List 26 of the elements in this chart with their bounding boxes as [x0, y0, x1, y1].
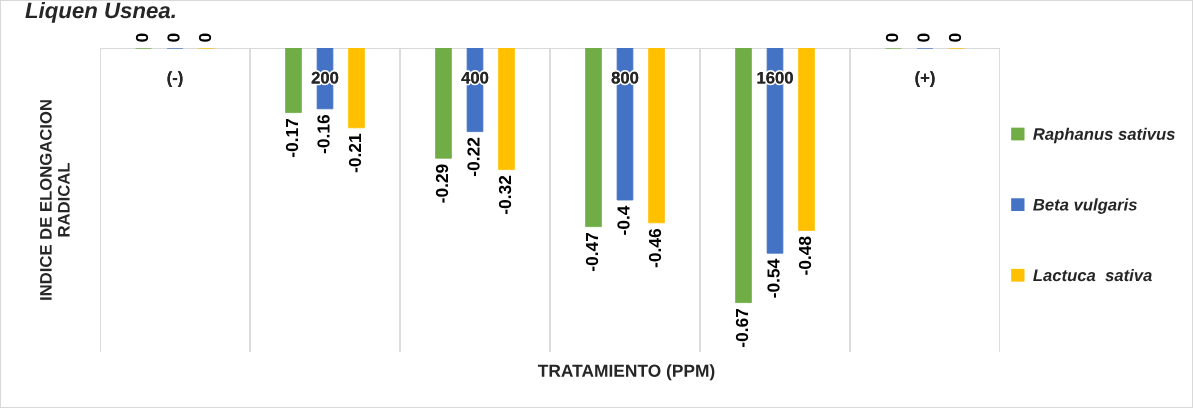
x-axis-title: TRATAMIENTO (PPM): [537, 364, 715, 381]
data-label: -0.67: [735, 308, 749, 348]
data-label: -0.21: [348, 133, 362, 173]
data-label: 0: [885, 33, 899, 42]
data-label: -0.48: [798, 236, 812, 275]
x-tick-label: (+): [915, 71, 935, 87]
chart-title: Liquen Usnea.: [25, 2, 175, 23]
data-label: -0.16: [317, 114, 330, 154]
data-label: -0.54: [767, 258, 780, 298]
x-tick-label: (-): [167, 71, 183, 87]
data-label: -0.4: [617, 205, 630, 235]
data-label: -0.29: [435, 164, 449, 203]
legend-label: Lactuca sativa: [1033, 268, 1152, 282]
data-label: -0.47: [585, 232, 599, 272]
data-label: 0: [917, 33, 930, 42]
data-label: 0: [948, 33, 962, 42]
data-label: -0.46: [648, 228, 662, 268]
data-label: 0: [135, 33, 149, 42]
data-label: 0: [167, 33, 180, 42]
legend-label: Raphanus sativus: [1033, 127, 1175, 144]
data-label: -0.32: [498, 175, 512, 215]
data-label: 0: [198, 33, 212, 42]
data-label: -0.22: [467, 137, 480, 177]
data-label: -0.17: [285, 118, 299, 158]
legend-label: Beta vulgaris: [1033, 198, 1137, 214]
y-axis-title: INDICE DE ELONGACION RADICAL: [39, 100, 70, 300]
